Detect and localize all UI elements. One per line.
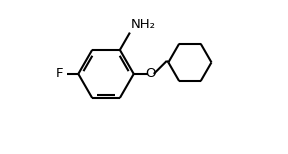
Text: F: F [55,67,63,80]
Text: O: O [145,67,156,80]
Text: NH₂: NH₂ [131,18,156,31]
